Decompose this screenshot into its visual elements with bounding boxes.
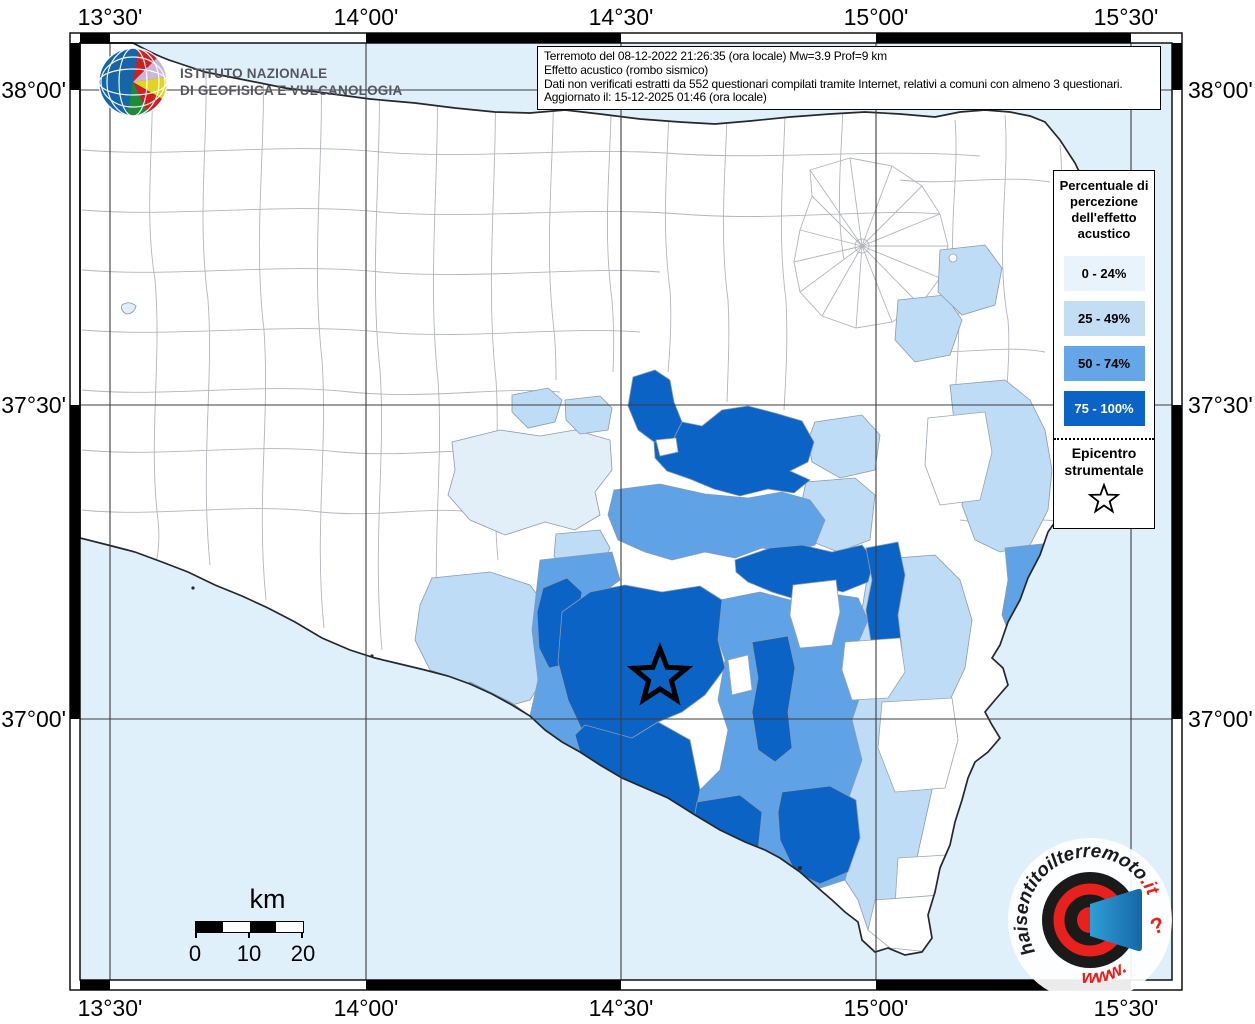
earthquake-effect: Effetto acustico (rombo sismico) [544, 62, 709, 77]
small-lake [121, 302, 137, 315]
lon-label-top: 14°30' [588, 4, 654, 30]
islet [370, 654, 374, 658]
haisentitoilterremoto-logo: ? haisentitoilterremoto.it www. [1008, 838, 1172, 1002]
earthquake-data-note: Dati non verificati estratti da 552 ques… [544, 76, 1123, 91]
scalebar-bar [195, 921, 304, 938]
lon-label-bottom: 14°30' [588, 995, 654, 1021]
earthquake-updated: Aggiornato il: 15-12-2025 01:46 (ora loc… [544, 90, 767, 105]
scalebar-tick-20: 20 [290, 941, 316, 966]
perception-zones [121, 117, 1108, 953]
ingv-name-line2: DI GEOFISICA E VULCANOLOGIA [180, 83, 403, 98]
ingv-name-line1: ISTITUTO NAZIONALE [180, 66, 328, 81]
legend-epicenter-label: Epicentro strumentale [1064, 445, 1144, 478]
lon-label-bottom: 13°30' [77, 995, 143, 1021]
epicenter-star-marker [626, 642, 694, 706]
lon-label-top: 14°00' [333, 4, 399, 30]
lon-label-top: 13°30' [77, 4, 143, 30]
lat-label-right: 37°00' [1188, 706, 1253, 732]
lon-label-bottom: 15°00' [843, 995, 909, 1021]
scalebar-unit: km [249, 884, 286, 914]
municipality-layer [81, 44, 1108, 953]
lon-label-bottom: 14°00' [333, 995, 399, 1021]
megaphone-icon [1090, 888, 1142, 952]
question-mark-icon: ? [1143, 911, 1171, 939]
lat-label-left: 37°30' [1, 392, 66, 418]
small-crater [948, 253, 958, 263]
ingv-globe-icon [98, 47, 168, 117]
scalebar-tick-10: 10 [236, 941, 262, 966]
legend-title: Percentuale di percezione dell'effetto a… [1059, 178, 1149, 241]
lat-label-left: 38°00' [1, 77, 66, 103]
ingv-logo: ISTITUTO NAZIONALE DI GEOFISICA E VULCAN… [96, 44, 402, 120]
lon-label-top: 15°00' [843, 4, 909, 30]
legend: Percentuale di percezione dell'effetto a… [1053, 170, 1155, 529]
earthquake-title: Terremoto del 08-12-2022 21:26:35 (ora l… [544, 49, 887, 63]
legend-swatch-25-49: 25 - 49% [1063, 301, 1145, 336]
scalebar-labels: 0 10 20 [170, 941, 345, 967]
lat-label-right: 37°30' [1188, 392, 1253, 418]
lat-label-left: 37°00' [1, 706, 66, 732]
islet [798, 866, 802, 870]
map-frame [69, 32, 1183, 991]
scalebar: km 0 10 20 [170, 884, 345, 967]
lon-label-top: 15°30' [1093, 4, 1159, 30]
legend-swatch-0-24: 0 - 24% [1063, 256, 1145, 291]
legend-swatch-75-100: 75 - 100% [1063, 391, 1145, 426]
islet [191, 586, 195, 590]
scalebar-tick-0: 0 [188, 941, 202, 966]
legend-swatch-50-74: 50 - 74% [1063, 346, 1145, 381]
lat-label-right: 38°00' [1188, 77, 1253, 103]
legend-divider [1054, 438, 1154, 440]
star-outline-icon [1054, 479, 1154, 528]
earthquake-info-box: Terremoto del 08-12-2022 21:26:35 (ora l… [537, 46, 1161, 111]
